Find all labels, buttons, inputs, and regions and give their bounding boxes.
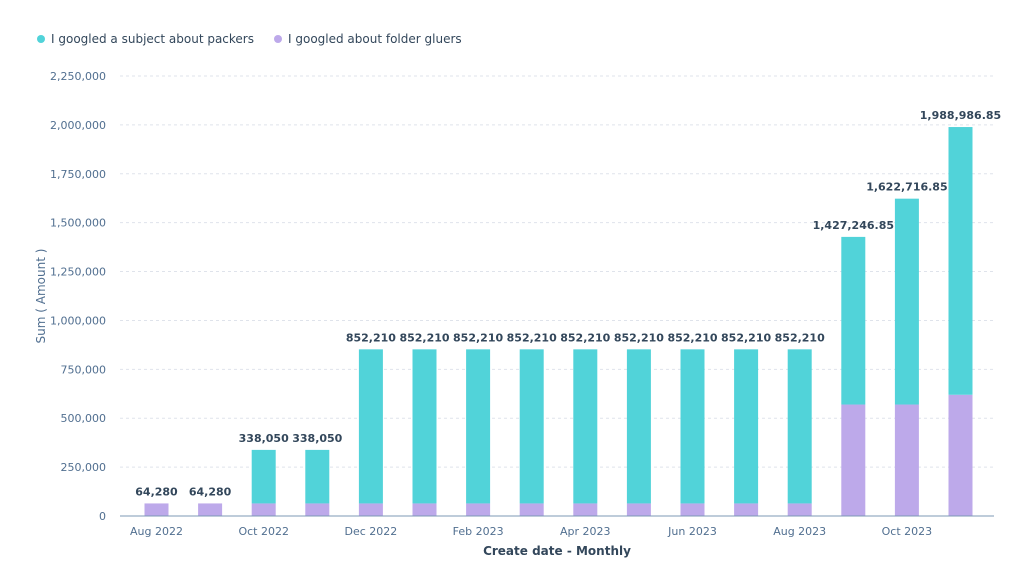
bar-segment[interactable] [412, 349, 437, 504]
bar-total-label: 338,050 [292, 432, 342, 445]
x-axis-ticks: Aug 2022 Oct 2022 Dec 2022 Feb 2023 Apr 2023… [130, 525, 932, 538]
x-tick-label: Oct 2022 [238, 525, 289, 538]
bar-segment[interactable] [680, 503, 705, 516]
y-tick-label: 750,000 [61, 363, 107, 376]
bar-segment[interactable] [626, 349, 651, 504]
legend-label-packers: I googled a subject about packers [51, 32, 254, 46]
bar-segment[interactable] [841, 404, 866, 516]
bar-total-label: 852,210 [775, 331, 825, 344]
bar-total-label: 852,210 [667, 331, 717, 344]
x-tick-label: Aug 2023 [773, 525, 826, 538]
y-tick-label: 1,250,000 [50, 266, 106, 279]
bar-segment[interactable] [519, 349, 544, 504]
bar-segment[interactable] [573, 349, 598, 504]
y-tick-label: 2,000,000 [50, 119, 106, 132]
x-tick-label: Jun 2023 [667, 525, 717, 538]
bar-total-label: 852,210 [453, 331, 503, 344]
y-tick-label: 1,750,000 [50, 168, 106, 181]
y-tick-label: 0 [99, 510, 106, 523]
legend-item-folder-gluers[interactable]: I googled about folder gluers [274, 32, 462, 46]
legend-dot-folder-gluers [274, 35, 282, 43]
x-tick-label: Feb 2023 [453, 525, 504, 538]
bar-total-label: 64,280 [135, 485, 178, 498]
bar-segment[interactable] [358, 349, 383, 504]
bars [144, 127, 973, 516]
bar-segment[interactable] [198, 503, 223, 516]
bar-total-label: 1,988,986.85 [920, 109, 1001, 122]
bar-total-label: 852,210 [507, 331, 557, 344]
bar-total-label: 852,210 [721, 331, 771, 344]
y-axis-ticks: 0 250,000 500,000 750,000 1,000,000 1,250,000… [50, 70, 106, 523]
bar-segment[interactable] [519, 503, 544, 516]
bar-segment[interactable] [894, 404, 919, 516]
bar-segment[interactable] [251, 449, 276, 504]
bar-segment[interactable] [626, 503, 651, 516]
bar-segment[interactable] [841, 236, 866, 405]
bar-segment[interactable] [358, 503, 383, 516]
bar-segment[interactable] [787, 503, 812, 516]
legend-dot-packers [37, 35, 45, 43]
bar-segment[interactable] [466, 503, 491, 516]
y-axis-title: Sum ( Amount ) [34, 249, 48, 344]
y-tick-label: 250,000 [61, 461, 107, 474]
bar-total-label: 338,050 [239, 432, 289, 445]
y-tick-label: 500,000 [61, 412, 107, 425]
bar-segment[interactable] [894, 198, 919, 405]
y-tick-label: 1,000,000 [50, 314, 106, 327]
legend-item-packers[interactable]: I googled a subject about packers [37, 32, 254, 46]
bar-segment[interactable] [305, 449, 330, 504]
bar-segment[interactable] [787, 349, 812, 504]
x-axis-title: Create date - Monthly [483, 544, 631, 558]
bar-segment[interactable] [251, 503, 276, 516]
bar-segment[interactable] [948, 127, 973, 395]
y-tick-label: 1,500,000 [50, 217, 106, 230]
x-tick-label: Apr 2023 [560, 525, 611, 538]
bar-segment[interactable] [680, 349, 705, 504]
bar-segment[interactable] [734, 349, 759, 504]
chart-legend: I googled a subject about packers I goog… [37, 32, 462, 46]
bar-total-label: 64,280 [189, 485, 232, 498]
bar-segment[interactable] [734, 503, 759, 516]
y-tick-label: 2,250,000 [50, 70, 106, 83]
x-tick-label: Oct 2023 [882, 525, 933, 538]
bar-total-label: 852,210 [399, 331, 449, 344]
bar-total-label: 852,210 [560, 331, 610, 344]
bar-total-label: 1,427,246.85 [813, 219, 894, 232]
bar-segment[interactable] [412, 503, 437, 516]
bar-segment[interactable] [305, 503, 330, 516]
bar-segment[interactable] [466, 349, 491, 504]
x-tick-label: Dec 2022 [345, 525, 398, 538]
bar-total-label: 1,622,716.85 [866, 181, 947, 194]
bar-total-label: 852,210 [346, 331, 396, 344]
bar-total-label: 852,210 [614, 331, 664, 344]
bar-segment[interactable] [144, 503, 169, 516]
legend-label-folder-gluers: I googled about folder gluers [288, 32, 462, 46]
bar-segment[interactable] [948, 394, 973, 516]
bar-segment[interactable] [573, 503, 598, 516]
x-tick-label: Aug 2022 [130, 525, 183, 538]
